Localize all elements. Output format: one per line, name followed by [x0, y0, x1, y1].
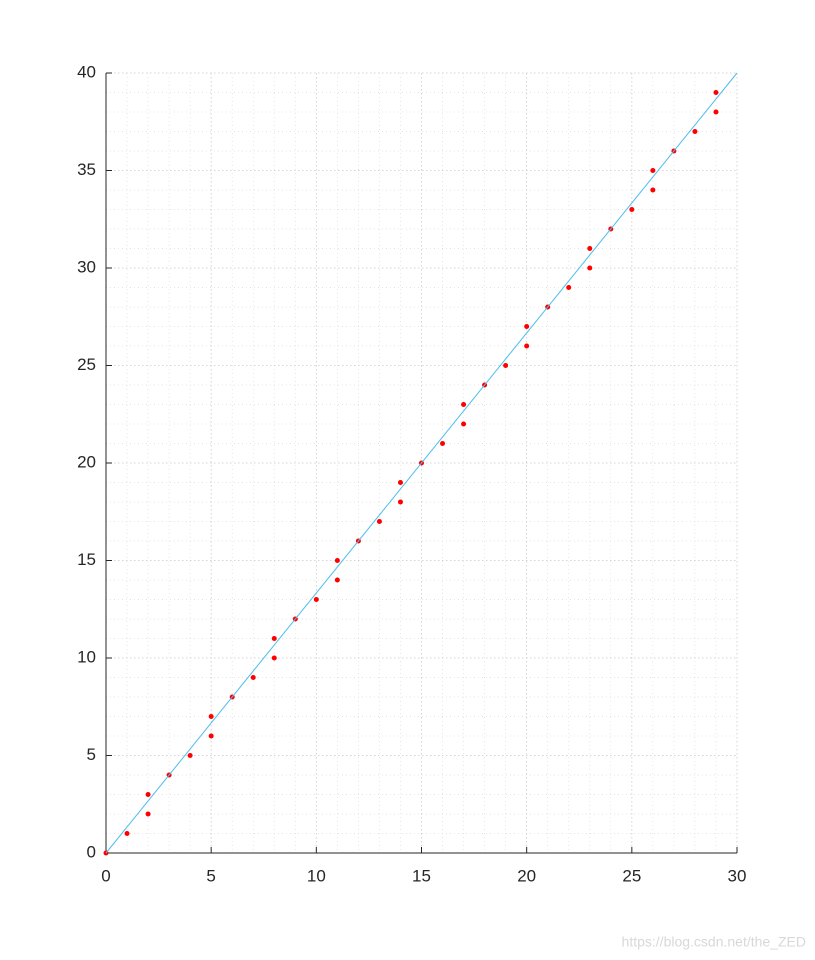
point — [271, 636, 277, 641]
point — [397, 499, 403, 505]
point — [524, 324, 530, 329]
y-tick-label: 0 — [87, 842, 96, 861]
point — [692, 129, 698, 134]
point — [587, 246, 593, 251]
x-tick-label: 0 — [101, 866, 110, 885]
point — [145, 811, 151, 817]
y-tick-label: 40 — [77, 62, 96, 81]
y-tick-label: 35 — [77, 160, 96, 179]
x-tick-label: 10 — [307, 866, 326, 885]
x-tick-label: 20 — [517, 866, 536, 885]
point — [334, 558, 340, 563]
point — [524, 343, 530, 349]
y-tick-label: 25 — [77, 355, 96, 374]
point — [650, 168, 656, 173]
point — [629, 207, 635, 212]
point — [566, 285, 572, 290]
y-tick-label: 30 — [77, 257, 96, 276]
point — [440, 441, 446, 446]
point — [313, 597, 319, 602]
point — [461, 421, 467, 427]
point — [334, 577, 340, 583]
point — [376, 519, 382, 524]
x-tick-label: 5 — [206, 866, 215, 885]
line — [105, 72, 738, 854]
y-tick-label: 5 — [87, 745, 96, 764]
point — [124, 831, 130, 836]
point — [271, 655, 277, 661]
x-tick-label: 25 — [622, 866, 641, 885]
point — [397, 480, 403, 485]
point — [208, 733, 214, 739]
point — [503, 363, 509, 368]
y-tick-label: 20 — [77, 452, 96, 471]
point — [208, 714, 214, 719]
point — [187, 753, 193, 758]
x-tick-label: 30 — [728, 866, 747, 885]
point — [650, 187, 656, 193]
point — [587, 265, 593, 271]
y-tick-label: 10 — [77, 647, 96, 666]
point — [713, 90, 719, 95]
point — [145, 792, 151, 797]
point — [250, 675, 256, 680]
watermark: https://blog.csdn.net/the_ZED — [622, 934, 806, 950]
point — [461, 402, 467, 407]
y-tick-label: 15 — [77, 550, 96, 569]
point — [713, 109, 719, 115]
x-tick-label: 15 — [412, 866, 431, 885]
